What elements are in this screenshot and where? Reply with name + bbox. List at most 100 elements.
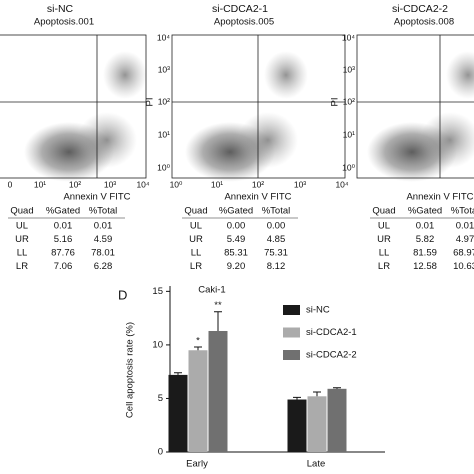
panel-letter: D bbox=[118, 287, 127, 302]
x-tick-label: 10⁰ bbox=[170, 179, 183, 189]
table-cell: UL bbox=[190, 221, 202, 232]
significance-label: * bbox=[196, 336, 200, 347]
table-cell: LR bbox=[16, 261, 28, 272]
error-bar bbox=[293, 396, 301, 400]
legend-label: si-CDCA2-1 bbox=[306, 327, 357, 338]
table-cell: 5.82 bbox=[416, 234, 435, 245]
table-cell: 4.85 bbox=[267, 234, 286, 245]
significance-label: ** bbox=[214, 300, 222, 311]
y-tick-label: 5 bbox=[158, 393, 163, 404]
table-cell: 4.97 bbox=[456, 234, 474, 245]
table-cell: 0.00 bbox=[227, 221, 246, 232]
table-cell: LR bbox=[190, 261, 202, 272]
x-tick-label: 10¹ bbox=[34, 179, 46, 189]
y-axis-label: PI bbox=[145, 98, 156, 107]
table-header: %Gated bbox=[408, 206, 442, 217]
cell-cloud bbox=[420, 112, 474, 168]
table-cell: 0.01 bbox=[94, 221, 113, 232]
x-axis-label: Annexin V FITC bbox=[224, 192, 291, 203]
y-tick-label: 10¹ bbox=[158, 129, 170, 139]
cell-cloud bbox=[264, 51, 308, 99]
table-cell: 81.59 bbox=[413, 248, 437, 259]
y-tick-label: 10 bbox=[152, 339, 163, 350]
table-header: Quad bbox=[184, 206, 207, 217]
y-tick-label: 0 bbox=[158, 447, 163, 458]
table-cell: 5.49 bbox=[227, 234, 246, 245]
error-bar bbox=[313, 391, 321, 397]
table-cell: 0.00 bbox=[267, 221, 286, 232]
table-header: %Total bbox=[262, 206, 291, 217]
table-cell: UR bbox=[189, 234, 203, 245]
table-header: %Total bbox=[451, 206, 474, 217]
panel-title: si-CDCA2-1 bbox=[212, 3, 268, 15]
table-cell: UL bbox=[16, 221, 28, 232]
x-tick-label: 10¹ bbox=[211, 179, 223, 189]
bar bbox=[327, 388, 347, 452]
x-tick-label: 0 bbox=[8, 179, 13, 189]
x-tick-label: 10⁴ bbox=[136, 179, 149, 189]
x-axis-label: Annexin V FITC bbox=[63, 192, 130, 203]
chart-title: Caki-1 bbox=[198, 285, 225, 296]
x-axis-label: Annexin V FITC bbox=[406, 192, 473, 203]
table-cell: LR bbox=[378, 261, 390, 272]
table-header: %Gated bbox=[46, 206, 80, 217]
bar bbox=[287, 399, 307, 452]
table-cell: 10.63 bbox=[453, 261, 474, 272]
table-cell: 78.01 bbox=[91, 248, 115, 259]
plot-frame bbox=[171, 34, 346, 179]
table-cell: 8.12 bbox=[267, 261, 286, 272]
x-tick-label: Late bbox=[307, 459, 326, 470]
table-cell: 9.20 bbox=[227, 261, 246, 272]
table-header: %Gated bbox=[219, 206, 253, 217]
legend-label: si-NC bbox=[306, 305, 330, 316]
table-cell: 0.01 bbox=[54, 221, 73, 232]
cell-cloud bbox=[238, 112, 298, 168]
legend-label: si-CDCA2-2 bbox=[306, 350, 357, 361]
table-cell: 68.97 bbox=[453, 248, 474, 259]
y-tick-label: 10³ bbox=[158, 64, 170, 74]
plot-frame bbox=[0, 34, 147, 179]
y-axis-label: Cell apoptosis rate (%) bbox=[125, 322, 136, 418]
legend-swatch bbox=[283, 305, 300, 315]
table-cell: LL bbox=[379, 248, 390, 259]
table-cell: 12.58 bbox=[413, 261, 437, 272]
bar bbox=[188, 350, 208, 452]
bar bbox=[168, 374, 188, 452]
table-header: %Total bbox=[89, 206, 118, 217]
y-tick-label: 15 bbox=[152, 286, 163, 297]
table-cell: UR bbox=[15, 234, 29, 245]
table-cell: 7.06 bbox=[54, 261, 73, 272]
table-cell: UL bbox=[378, 221, 390, 232]
y-tick-label: 10⁰ bbox=[342, 162, 355, 172]
table-cell: 0.01 bbox=[416, 221, 435, 232]
table-cell: 85.31 bbox=[224, 248, 248, 259]
panel-title: si-CDCA2-2 bbox=[392, 3, 448, 15]
legend-swatch bbox=[283, 327, 300, 338]
cell-cloud bbox=[77, 112, 137, 168]
x-tick-label: 10² bbox=[69, 179, 81, 189]
error-bar bbox=[214, 311, 222, 331]
cell-cloud bbox=[103, 51, 147, 99]
x-tick-label: 10⁴ bbox=[335, 179, 348, 189]
table-cell: LL bbox=[191, 248, 202, 259]
bar bbox=[208, 330, 228, 452]
y-tick-label: 10⁴ bbox=[157, 32, 170, 42]
x-tick-label: 10³ bbox=[294, 179, 306, 189]
y-axis-label: PI bbox=[330, 98, 341, 107]
y-tick-label: 10³ bbox=[343, 64, 355, 74]
table-cell: 0.01 bbox=[456, 221, 474, 232]
sample-name: Apoptosis.005 bbox=[214, 17, 274, 28]
plot-frame bbox=[356, 34, 474, 179]
sample-name: Apoptosis.001 bbox=[34, 17, 94, 28]
legend-swatch bbox=[283, 350, 300, 360]
cell-cloud bbox=[446, 51, 474, 99]
panel-title: si-NC bbox=[47, 3, 74, 15]
table-cell: LL bbox=[17, 248, 28, 259]
bar bbox=[307, 396, 327, 452]
table-cell: 6.28 bbox=[94, 261, 113, 272]
y-tick-label: 10² bbox=[343, 96, 355, 106]
x-tick-label: 10² bbox=[252, 179, 264, 189]
y-tick-label: 10² bbox=[158, 96, 170, 106]
table-cell: 4.59 bbox=[94, 234, 113, 245]
